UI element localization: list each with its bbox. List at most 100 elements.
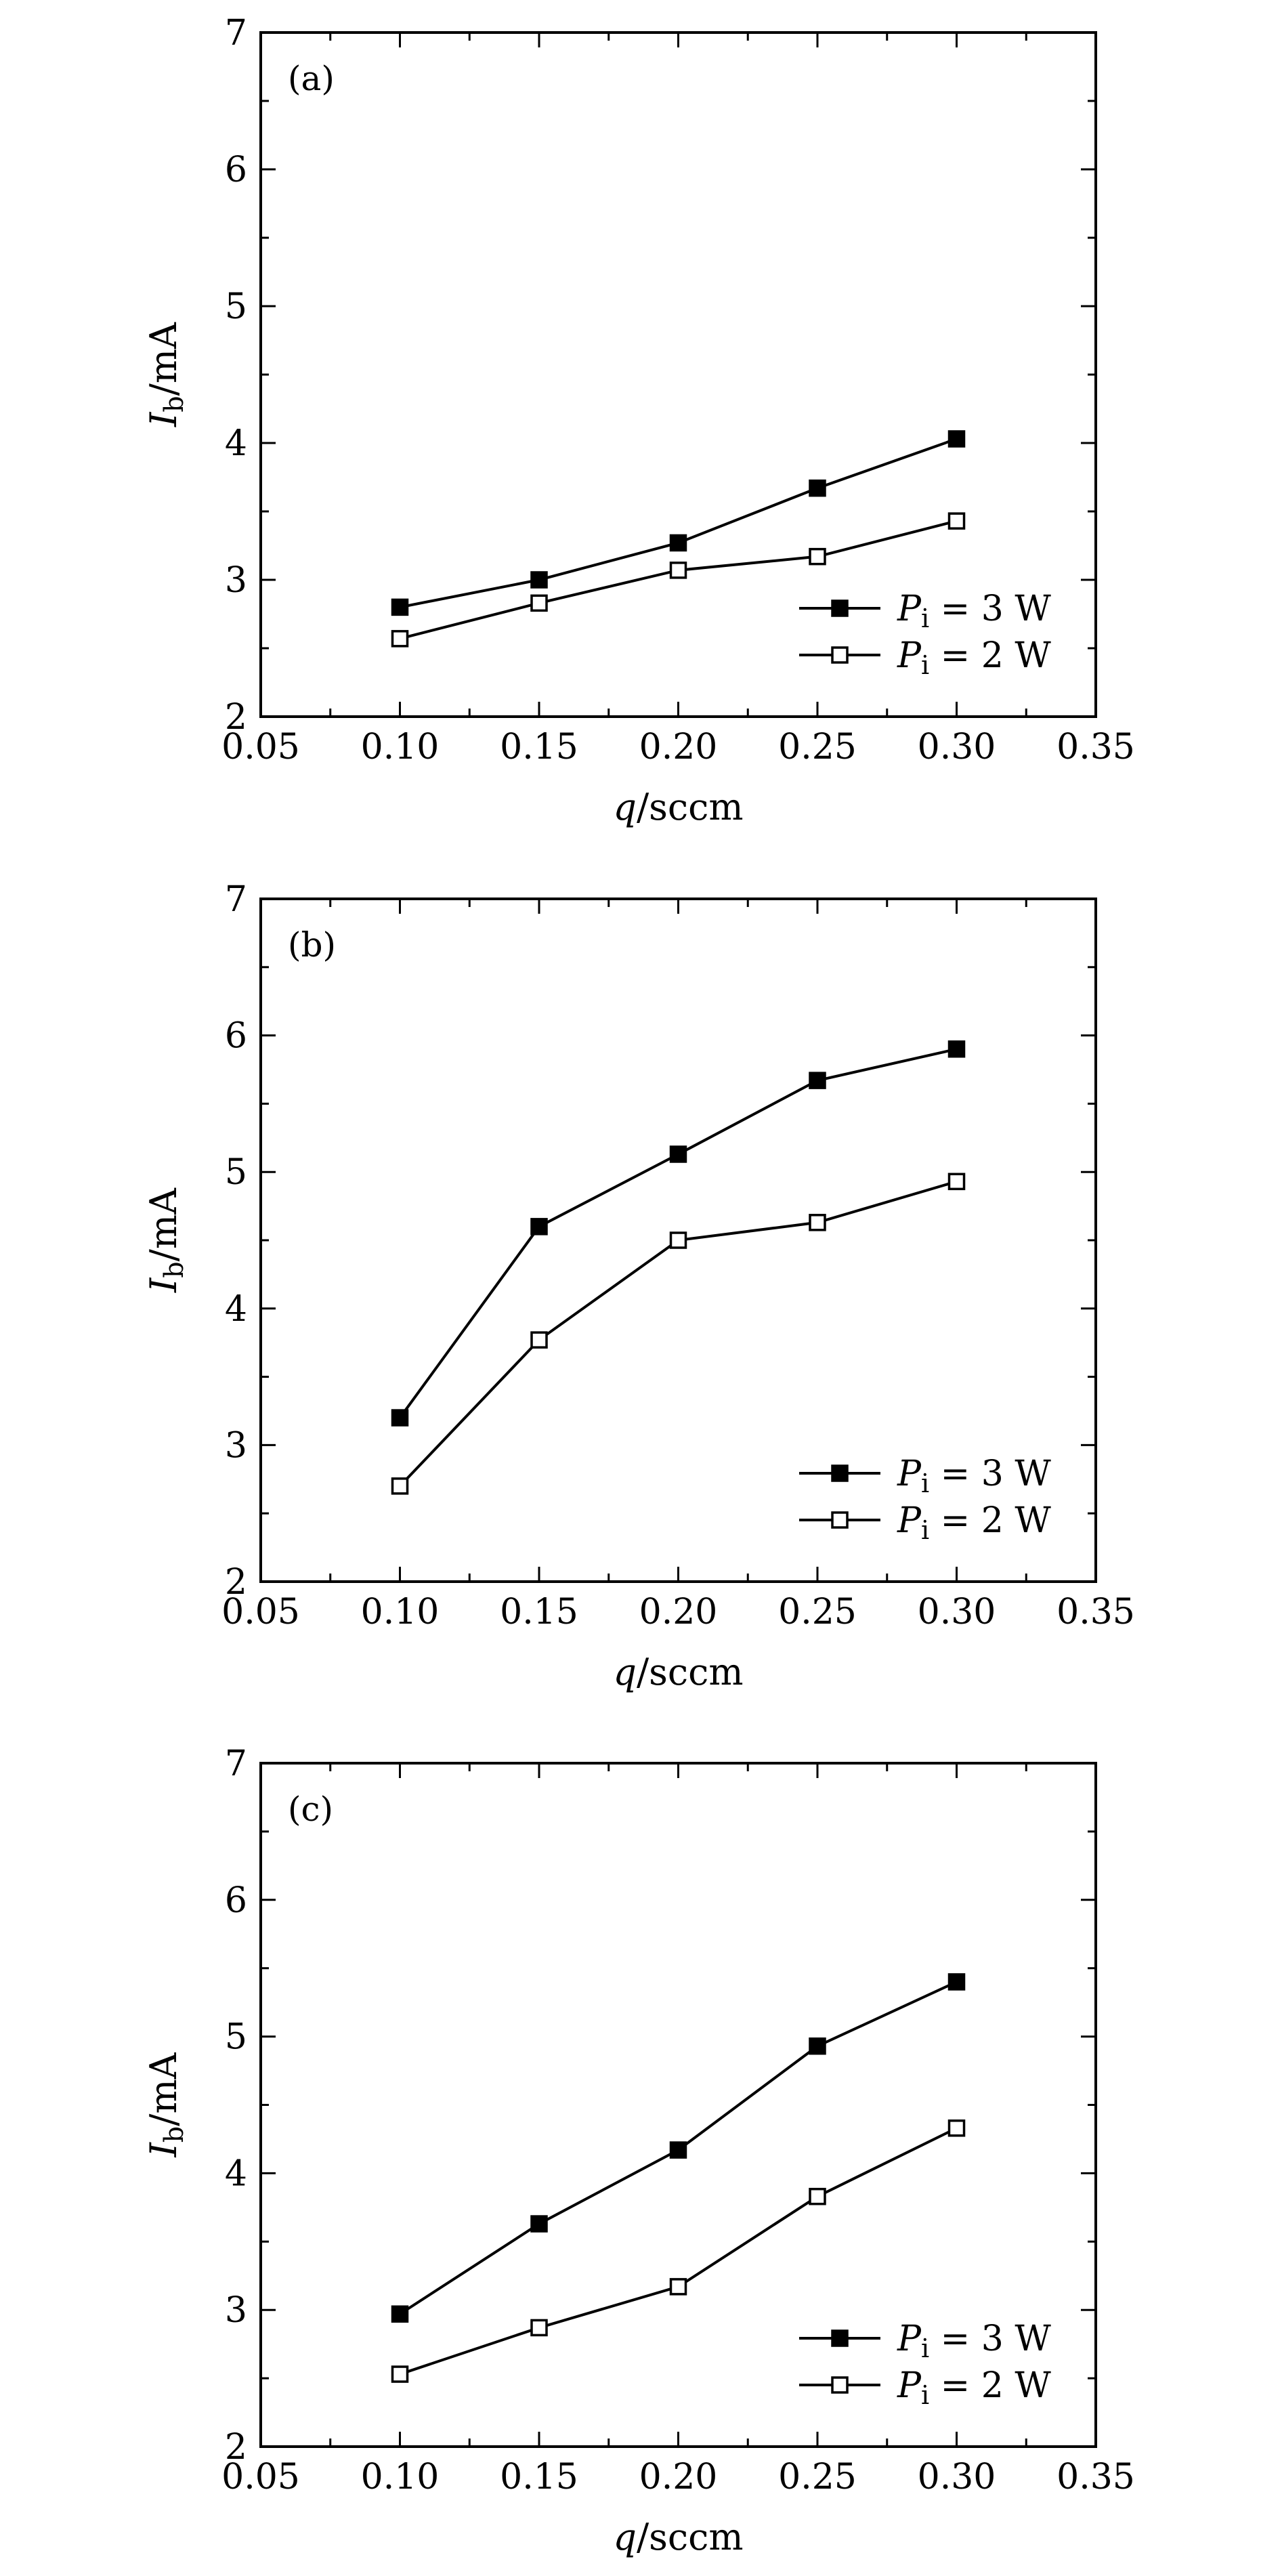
legend-subscript: i	[921, 1469, 929, 1498]
data-point	[809, 2037, 826, 2055]
x-axis-title: q/sccm	[613, 786, 743, 828]
data-point	[947, 2119, 966, 2137]
y-tick-label: 6	[225, 1880, 247, 1921]
y-tick-label: 2	[225, 697, 247, 738]
x-axis-title: q/sccm	[613, 1651, 743, 1693]
data-point	[947, 430, 966, 448]
legend-value: = 3 W	[929, 2319, 1051, 2359]
legend-entry-2: Pi = 2 W	[799, 1500, 1051, 1545]
x-tick-label: 0.35	[1057, 2457, 1135, 2497]
x-tick-label: 0.20	[639, 2457, 718, 2497]
data-point	[669, 1145, 687, 1163]
legend-symbol: P	[897, 1454, 922, 1494]
data-point	[947, 1973, 966, 1991]
x-axis-unit: /sccm	[637, 2516, 744, 2558]
x-tick-label: 0.10	[361, 1592, 440, 1632]
legend-label: Pi = 3 W	[897, 1454, 1051, 1498]
data-point	[669, 2278, 687, 2296]
legend-entry-1: Pi = 3 W	[799, 1454, 1051, 1498]
legend-entry-1: Pi = 3 W	[799, 589, 1051, 633]
y-axis-var: I	[142, 411, 185, 427]
x-tick-label: 0.25	[778, 2457, 857, 2497]
chart-panel-3: 0.05 0.10 0.15 0.20 0.25 0.30 0.35 2 3 4 5 6 7 (c) q/s…	[142, 1744, 1135, 2558]
x-tick-label: 0.35	[1057, 727, 1135, 767]
y-axis-title: Ib/mA	[142, 1187, 189, 1293]
panels: 0.05 0.10 0.15 0.20 0.25 0.30 0.35 2 3 4 5 6 7 (a) q/s…	[142, 13, 1135, 2558]
y-axis-sub: b	[159, 1261, 189, 1278]
data-point	[809, 1072, 826, 1089]
series-1	[391, 430, 966, 616]
x-tick-label: 0.15	[500, 1592, 578, 1632]
data-point	[947, 512, 966, 530]
y-axis-unit: /mA	[142, 2052, 185, 2126]
y-tick-label: 5	[225, 2017, 247, 2058]
legend-subscript: i	[921, 2334, 929, 2363]
x-tick-label: 0.05	[221, 1592, 300, 1632]
legend-symbol: P	[897, 2319, 922, 2359]
y-axis-unit: /mA	[142, 1187, 185, 1261]
y-tick-label: 5	[225, 1152, 247, 1193]
y-tick-label: 2	[225, 2427, 247, 2468]
chart-panel-2: 0.05 0.10 0.15 0.20 0.25 0.30 0.35 2 3 4 5 6 7 (b) q/s…	[142, 879, 1135, 1693]
data-point	[947, 1040, 966, 1058]
y-axis-title: Ib/mA	[142, 2052, 189, 2157]
data-point	[809, 1214, 826, 1231]
y-axis-var: I	[142, 1277, 185, 1293]
x-axis-unit: /sccm	[637, 786, 744, 828]
data-point	[530, 1218, 548, 1236]
series-line	[399, 1180, 958, 1487]
legend-subscript: i	[921, 604, 929, 633]
y-axis-title: Ib/mA	[142, 322, 189, 427]
legend-symbol: P	[897, 2365, 922, 2406]
data-point	[391, 1477, 409, 1495]
legend-marker	[831, 646, 849, 664]
legend-marker	[831, 1464, 849, 1482]
y-tick-label: 7	[225, 1744, 247, 1784]
y-tick-label: 3	[225, 560, 247, 601]
y-tick-label: 4	[225, 423, 247, 464]
panel-label: (b)	[288, 925, 336, 965]
y-tick-label: 2	[225, 1562, 247, 1603]
x-tick-label: 0.30	[918, 1592, 996, 1632]
y-axis-sub: b	[159, 2126, 189, 2142]
series-1	[391, 1973, 966, 2323]
x-tick-label: 0.30	[918, 2457, 996, 2497]
series-2	[391, 1173, 966, 1495]
y-tick-label: 4	[225, 1289, 247, 1330]
series-2	[391, 2119, 966, 2383]
x-tick-label: 0.05	[221, 727, 300, 767]
legend-label: Pi = 2 W	[897, 2365, 1051, 2410]
data-point	[530, 2319, 548, 2337]
data-point	[669, 1231, 687, 1249]
legend-symbol: P	[897, 1500, 922, 1541]
y-tick-label: 7	[225, 879, 247, 920]
series-2	[391, 512, 966, 648]
legend-subscript: i	[921, 650, 929, 680]
legend-marker	[831, 2329, 849, 2347]
data-point	[809, 479, 826, 497]
y-axis-unit: /mA	[142, 322, 185, 396]
legend-label: Pi = 2 W	[897, 635, 1051, 680]
y-tick-label: 3	[225, 1425, 247, 1466]
x-axis-var: q	[613, 786, 637, 828]
x-axis-var: q	[613, 2516, 637, 2558]
x-axis-unit: /sccm	[637, 1651, 744, 1693]
legend-label: Pi = 3 W	[897, 2319, 1051, 2363]
legend-marker	[831, 599, 849, 617]
y-tick-label: 7	[225, 13, 247, 54]
y-tick-label: 4	[225, 2153, 247, 2194]
y-axis-sub: b	[159, 396, 189, 412]
panel-label: (a)	[288, 59, 335, 98]
legend: Pi = 3 WPi = 2 W	[799, 1454, 1051, 1545]
legend-subscript: i	[921, 1515, 929, 1545]
legend-value: = 2 W	[929, 1500, 1051, 1541]
x-tick-label: 0.30	[918, 727, 996, 767]
y-tick-label: 6	[225, 150, 247, 190]
legend: Pi = 3 WPi = 2 W	[799, 589, 1051, 680]
legend-entry-2: Pi = 2 W	[799, 635, 1051, 680]
x-tick-label: 0.25	[778, 1592, 857, 1632]
data-point	[391, 2365, 409, 2383]
y-axis-var: I	[142, 2142, 185, 2158]
legend-subscript: i	[921, 2380, 929, 2410]
